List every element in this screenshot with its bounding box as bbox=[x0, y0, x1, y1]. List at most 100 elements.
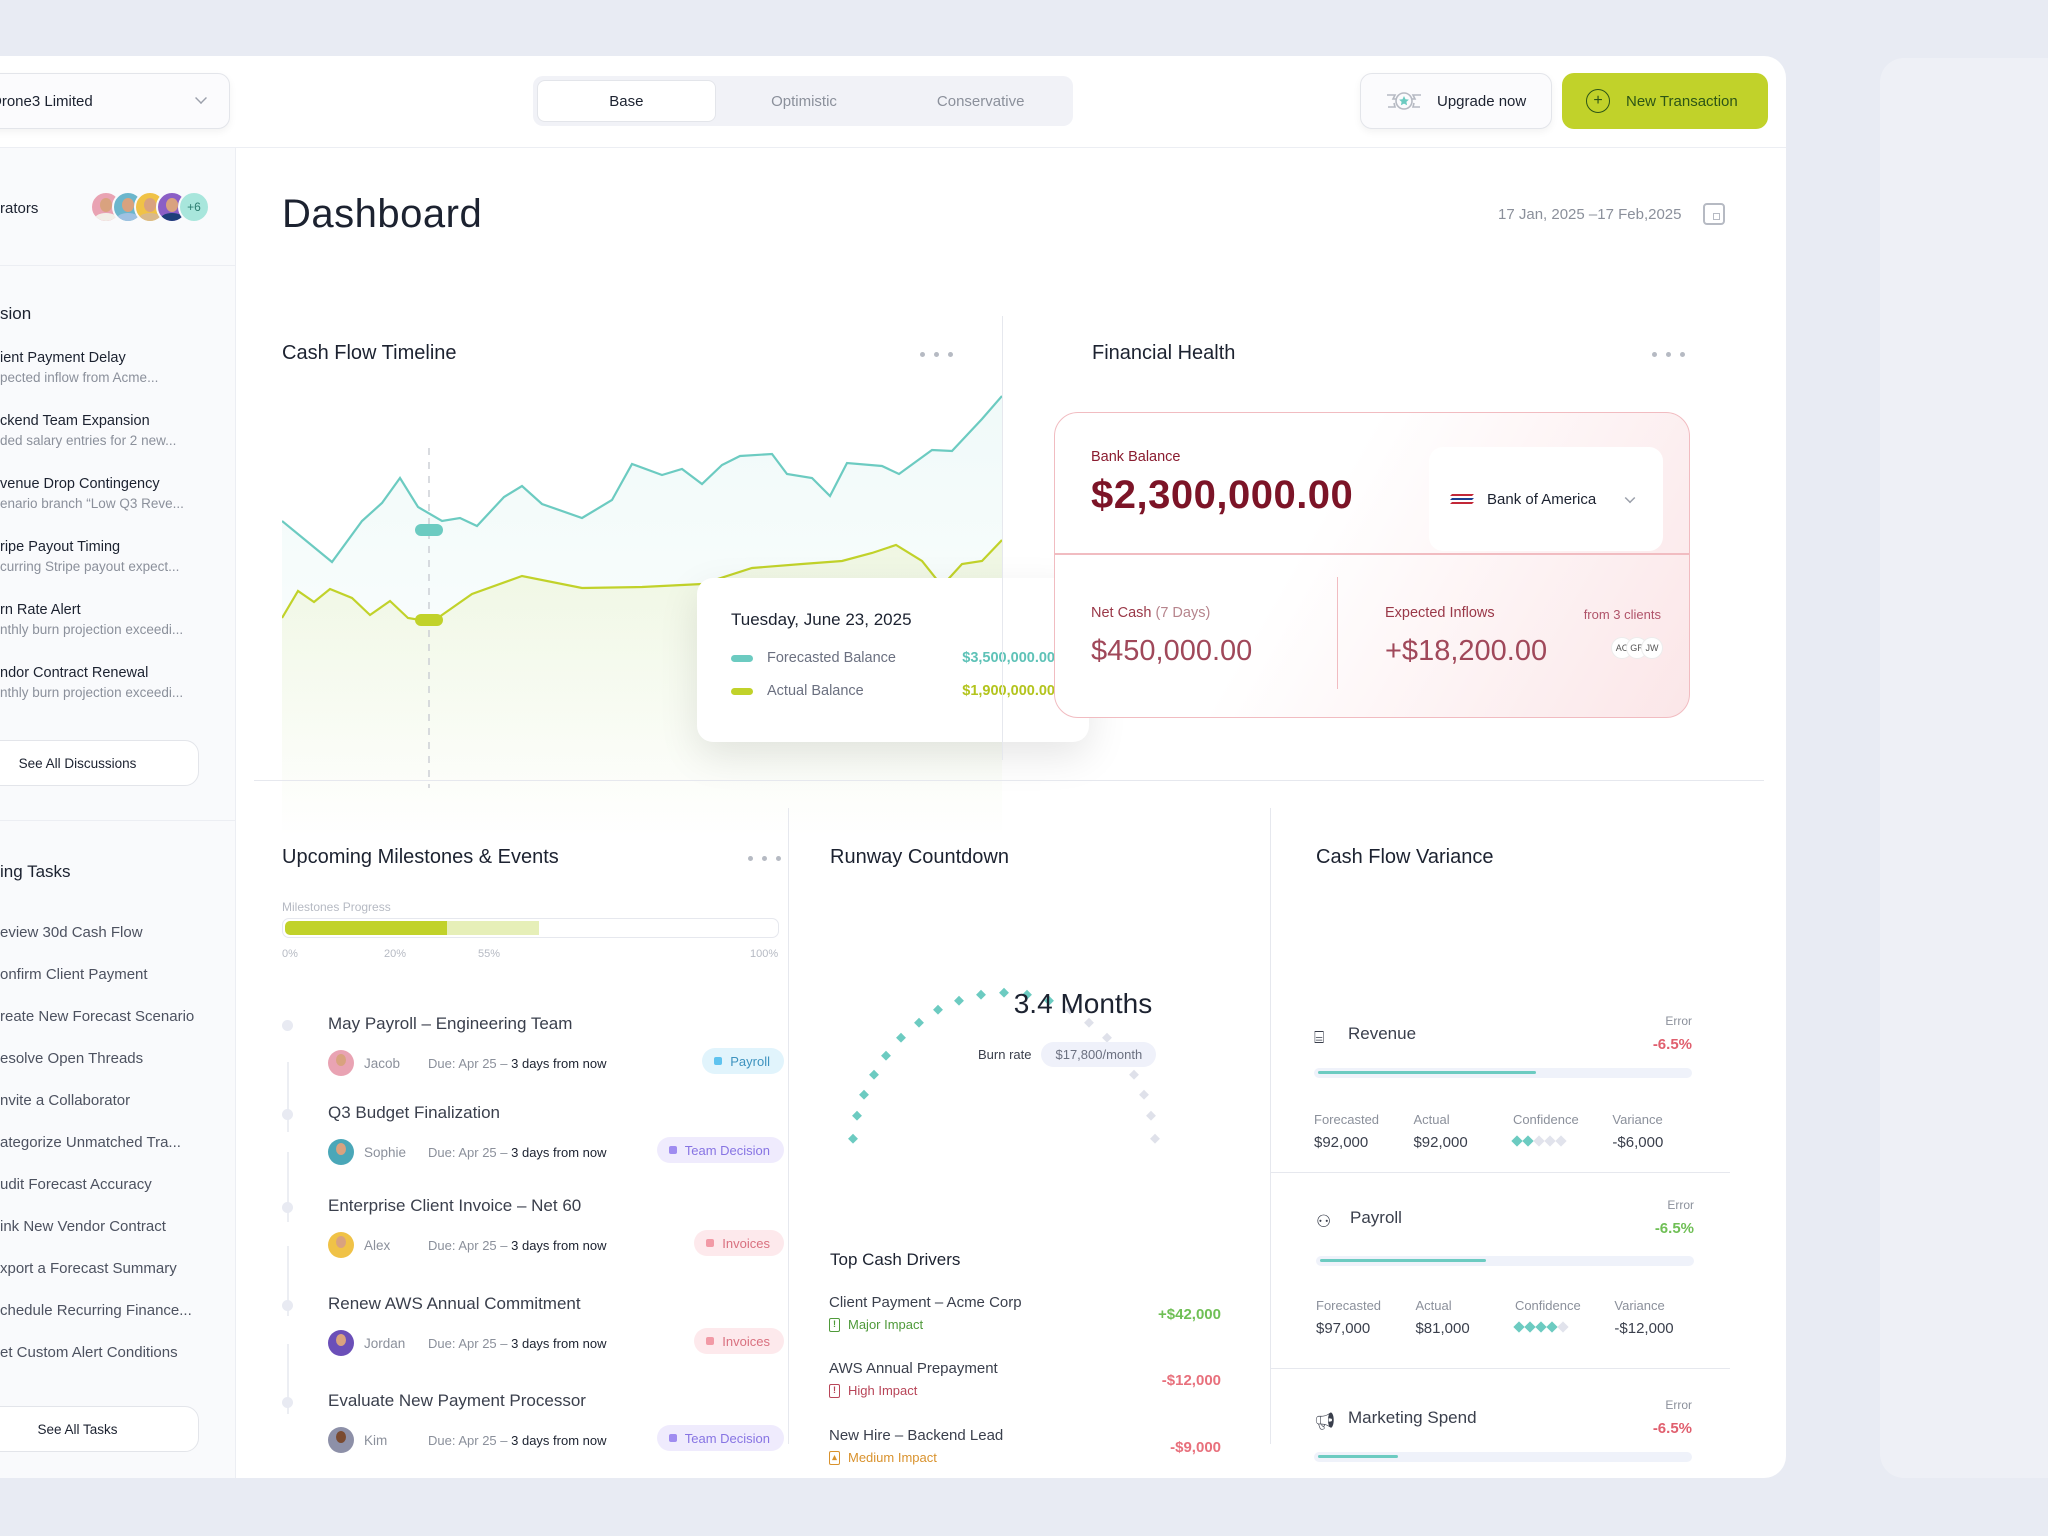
tag-team-decision: Team Decision bbox=[656, 1137, 784, 1163]
task-item[interactable]: esolve Open Threads bbox=[0, 1050, 144, 1067]
error-label: Error bbox=[1665, 1014, 1692, 1028]
cash-driver-item[interactable]: AWS Annual Prepayment ! High Impact -$12,… bbox=[829, 1360, 1221, 1398]
high-impact-icon: ! bbox=[829, 1383, 840, 1398]
avatar bbox=[328, 1427, 354, 1453]
task-item[interactable]: eview 30d Cash Flow bbox=[0, 924, 143, 941]
timeline-dot bbox=[282, 1300, 293, 1311]
discussion-item[interactable]: rn Rate Alert nthly burn projection excee… bbox=[0, 602, 184, 637]
medium-impact-icon: ▴ bbox=[829, 1450, 840, 1465]
megaphone-icon: 📢︎ bbox=[1314, 1412, 1336, 1431]
runway-value: 3.4 Months bbox=[1013, 988, 1153, 1019]
burn-rate: Burn rate $17,800/month bbox=[978, 1042, 1157, 1067]
due-date: Due: Apr 25 – 3 days from now bbox=[428, 1433, 607, 1448]
bank-balance-value: $2,300,000.00 bbox=[1091, 473, 1354, 517]
variance-name: Payroll bbox=[1350, 1208, 1402, 1227]
expected-inflows-value: +$18,200.00 bbox=[1385, 635, 1548, 667]
cash-driver-item[interactable]: New Hire – Backend Lead ▴ Medium Impact -… bbox=[829, 1427, 1221, 1465]
money-trend-icon: ⌸ bbox=[1314, 1028, 1325, 1047]
bank-balance-label: Bank Balance bbox=[1091, 449, 1181, 465]
company-selector[interactable]: Drone3 Limited bbox=[0, 73, 230, 129]
progress-tick: 55% bbox=[478, 948, 501, 960]
burn-rate-value: $17,800/month bbox=[1041, 1042, 1157, 1067]
see-all-tasks-button[interactable]: See All Tasks bbox=[0, 1406, 199, 1452]
task-item[interactable]: udit Forecast Accuracy bbox=[0, 1176, 152, 1193]
avatar bbox=[328, 1330, 354, 1356]
milestone-title: Evaluate New Payment Processor bbox=[328, 1391, 586, 1410]
divider bbox=[0, 820, 236, 821]
net-cash-value: $450,000.00 bbox=[1091, 635, 1253, 667]
background-panel bbox=[1880, 58, 2048, 1478]
more-collaborators-badge[interactable]: +6 bbox=[178, 191, 210, 223]
company-name: Drone3 Limited bbox=[0, 92, 93, 110]
timeline-dot bbox=[282, 1109, 293, 1120]
due-date: Due: Apr 25 – 3 days from now bbox=[428, 1145, 607, 1160]
new-transaction-label: New Transaction bbox=[1626, 92, 1738, 110]
task-item[interactable]: et Custom Alert Conditions bbox=[0, 1344, 178, 1361]
discussion-item[interactable]: ripe Payout Timing curring Stripe payout … bbox=[0, 539, 180, 574]
winged-star-badge-icon bbox=[1387, 92, 1421, 110]
error-value: -6.5% bbox=[1652, 1036, 1692, 1053]
task-item[interactable]: nvite a Collaborator bbox=[0, 1092, 131, 1109]
see-all-discussions-button[interactable]: See All Discussions bbox=[0, 740, 199, 786]
variance-title: Cash Flow Variance bbox=[1316, 846, 1494, 868]
tab-conservative[interactable]: Conservative bbox=[936, 92, 1025, 110]
task-item[interactable]: xport a Forecast Summary bbox=[0, 1260, 177, 1277]
calendar-icon[interactable] bbox=[1703, 203, 1725, 225]
runway-title: Runway Countdown bbox=[830, 846, 1009, 868]
chevron-down-icon bbox=[195, 92, 207, 104]
more-options-icon[interactable] bbox=[1652, 352, 1685, 357]
discussion-item[interactable]: venue Drop Contingency enario branch “Low… bbox=[0, 476, 184, 511]
page-title: Dashboard bbox=[282, 192, 483, 236]
owner-name: Sophie bbox=[364, 1144, 407, 1160]
more-options-icon[interactable] bbox=[748, 856, 781, 861]
milestone-title: May Payroll – Engineering Team bbox=[328, 1014, 573, 1033]
major-impact-icon: ! bbox=[829, 1317, 840, 1332]
divider bbox=[1270, 1368, 1730, 1369]
tasks-section-title: ing Tasks bbox=[0, 862, 71, 881]
task-item[interactable]: onfirm Client Payment bbox=[0, 966, 148, 983]
task-item[interactable]: ategorize Unmatched Tra... bbox=[0, 1134, 181, 1151]
upgrade-button[interactable]: Upgrade now bbox=[1360, 73, 1552, 129]
client-avatar: JW bbox=[1641, 637, 1663, 659]
app-window: Drone3 Limited Base Optimistic Conservat… bbox=[0, 56, 1786, 1478]
divider bbox=[254, 780, 1764, 781]
chart-tooltip: Tuesday, June 23, 2025 Forecasted Balanc… bbox=[697, 578, 1089, 742]
actual-value: $1,900,000.00 bbox=[962, 683, 1055, 699]
cashflow-title: Cash Flow Timeline bbox=[282, 342, 457, 364]
timeline-dot bbox=[282, 1397, 293, 1408]
due-date: Due: Apr 25 – 3 days from now bbox=[428, 1056, 607, 1071]
variance-bar bbox=[1316, 1256, 1694, 1266]
collaborator-avatars[interactable]: +6 bbox=[90, 191, 210, 223]
discussion-item[interactable]: ckend Team Expansion ded salary entries f… bbox=[0, 413, 177, 448]
financial-health-card: Bank Balance $2,300,000.00 Bank of Ameri… bbox=[1054, 412, 1690, 718]
task-item[interactable]: reate New Forecast Scenario bbox=[0, 1008, 195, 1025]
owner-name: Jacob bbox=[364, 1055, 401, 1071]
confidence-rating bbox=[1513, 1321, 1614, 1333]
variance-name: Revenue bbox=[1348, 1024, 1417, 1043]
discussion-item[interactable]: ndor Contract Renewal nthly burn projecti… bbox=[0, 665, 184, 700]
tag-payroll: Payroll bbox=[702, 1048, 784, 1074]
discussion-item[interactable]: ient Payment Delay pected inflow from Acm… bbox=[0, 350, 159, 385]
tab-optimistic[interactable]: Optimistic bbox=[771, 92, 837, 110]
task-item[interactable]: chedule Recurring Finance... bbox=[0, 1302, 192, 1319]
bank-of-america-logo-icon bbox=[1450, 494, 1474, 504]
client-avatars[interactable]: AC GR JW bbox=[1611, 637, 1663, 659]
payroll-people-icon: ⚇ bbox=[1316, 1212, 1332, 1231]
task-item[interactable]: ink New Vendor Contract bbox=[0, 1218, 166, 1235]
cash-driver-item[interactable]: Client Payment – Acme Corp ! Major Impact… bbox=[829, 1294, 1221, 1332]
tooltip-date: Tuesday, June 23, 2025 bbox=[731, 610, 912, 629]
divider bbox=[1270, 1172, 1730, 1173]
bank-selector[interactable]: Bank of America bbox=[1429, 447, 1663, 551]
date-range[interactable]: 17 Jan, 2025 –17 Feb,2025 bbox=[1498, 206, 1682, 223]
tab-base[interactable]: Base bbox=[537, 80, 716, 122]
milestones-progress-label: Milestones Progress bbox=[282, 900, 391, 914]
tag-invoices: Invoices bbox=[694, 1230, 784, 1256]
divider bbox=[788, 808, 789, 1444]
discussion-section-title: sion bbox=[0, 304, 32, 323]
new-transaction-button[interactable]: + New Transaction bbox=[1562, 73, 1768, 129]
actual-legend-swatch bbox=[731, 687, 753, 695]
collaborators-label: rators bbox=[0, 200, 39, 217]
divider bbox=[1337, 577, 1338, 689]
more-options-icon[interactable] bbox=[920, 352, 953, 357]
milestones-progress-bar bbox=[282, 918, 779, 938]
